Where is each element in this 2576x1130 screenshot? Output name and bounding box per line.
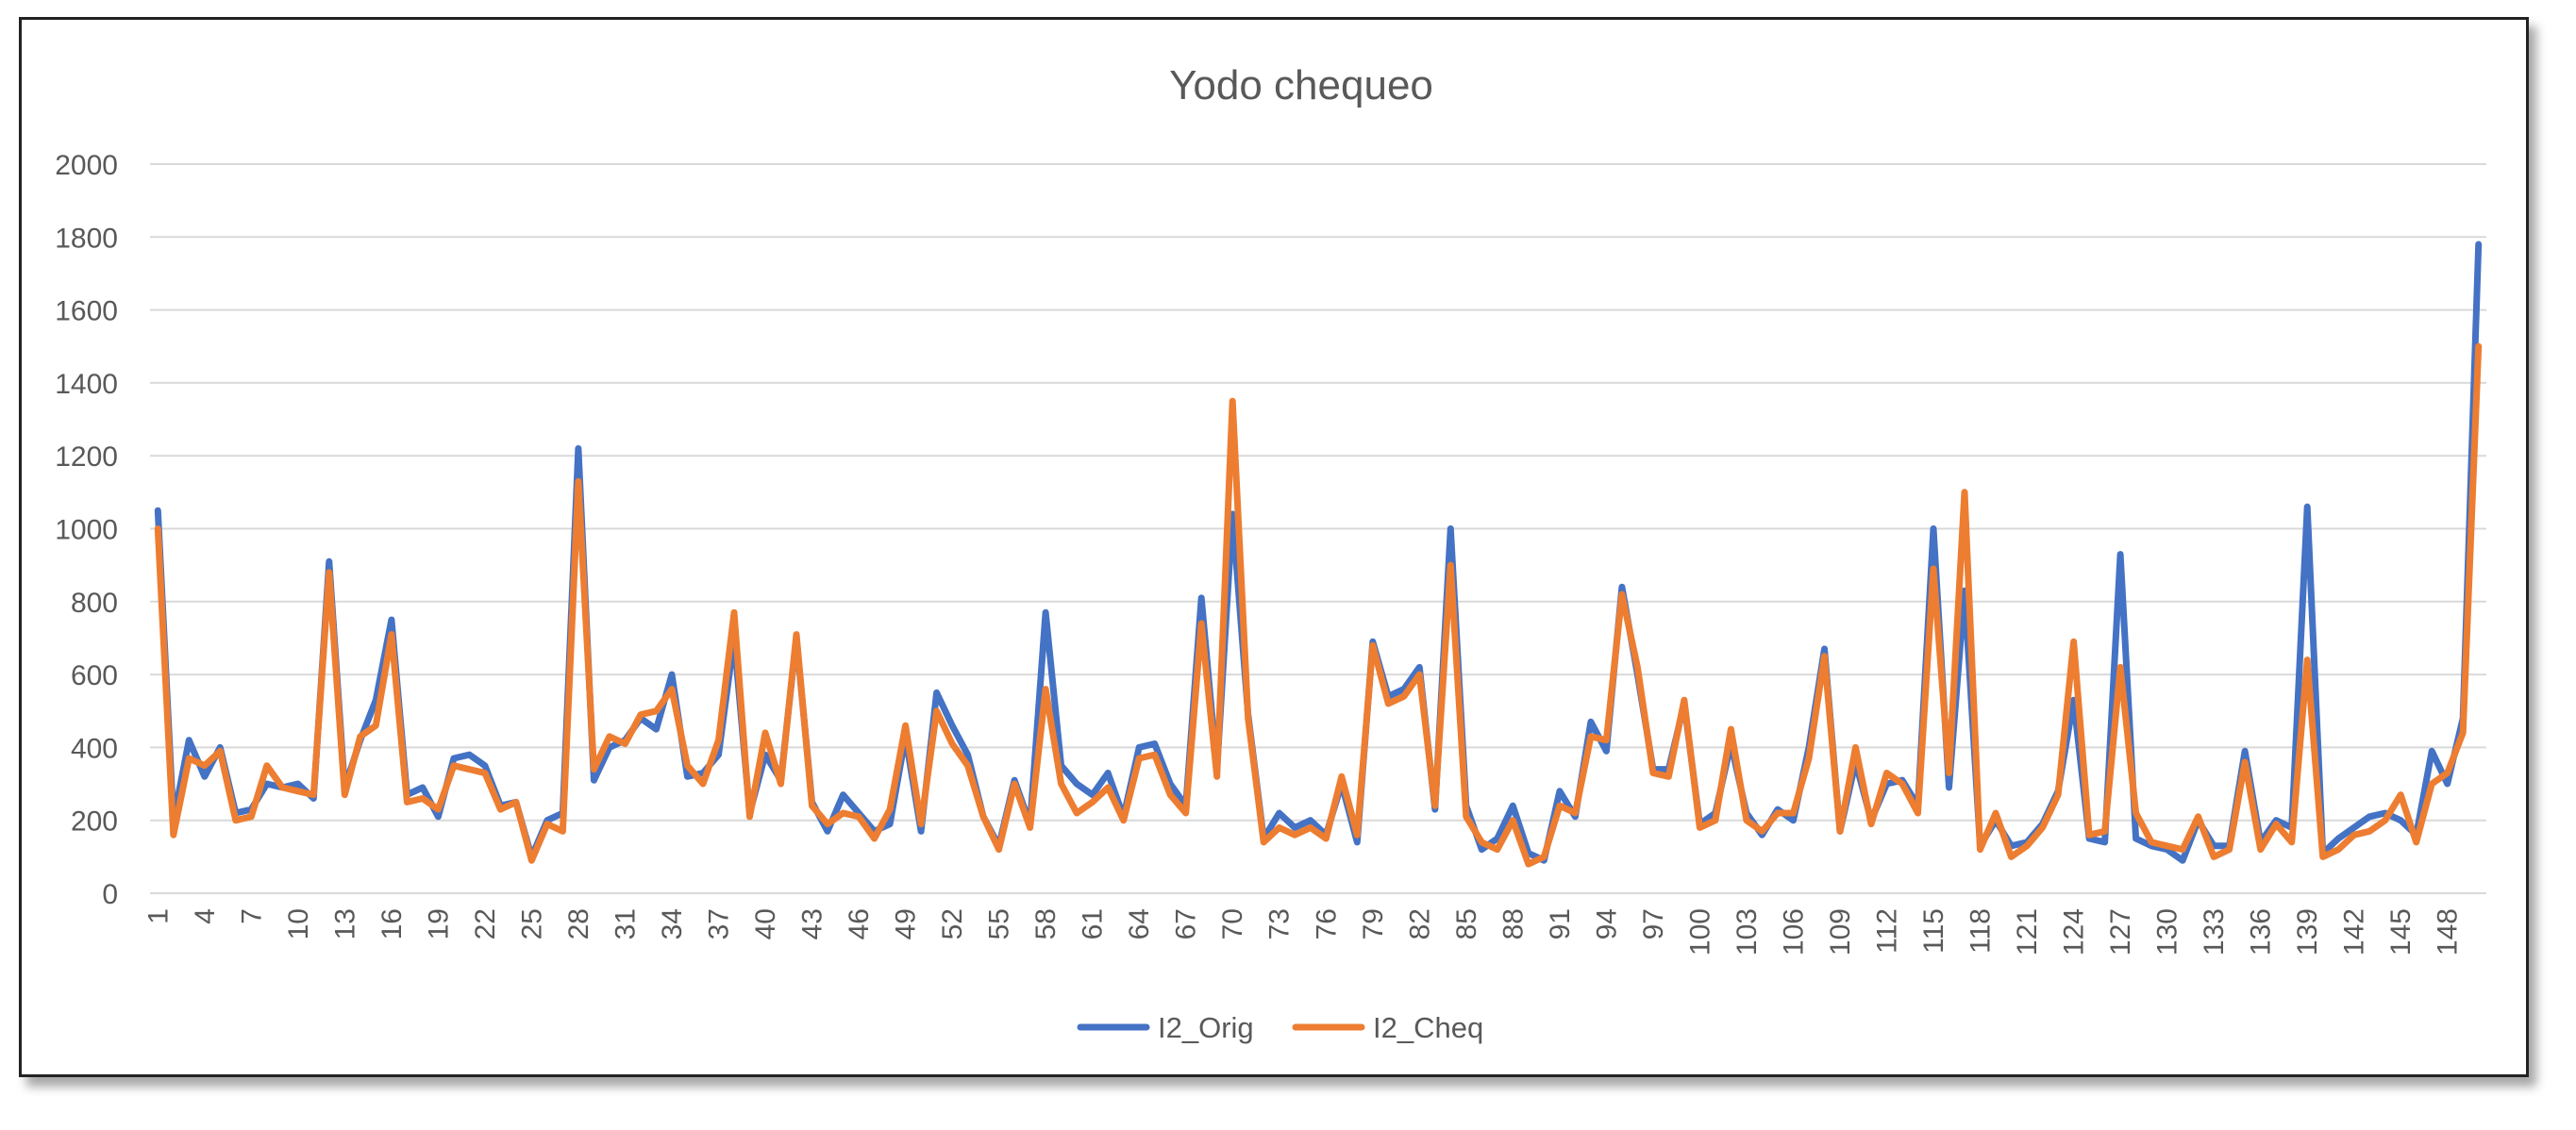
x-tick-label: 145 [2385,908,2417,956]
x-tick-label: 130 [2152,908,2183,956]
y-tick-label: 0 [102,879,118,910]
y-tick-label: 1800 [55,223,118,254]
x-tick-label: 139 [2292,908,2323,956]
line-chart: Yodo chequeo 020040060080010001200140016… [55,62,2486,1044]
x-tick-label: 118 [1965,908,1997,954]
x-tick-label: 13 [329,908,360,939]
x-tick-label: 28 [563,908,594,939]
x-tick-label: 25 [516,908,547,939]
y-tick-label: 600 [71,660,118,691]
x-tick-label: 37 [703,908,734,939]
chart-title: Yodo chequeo [1169,62,1433,108]
x-tick-label: 64 [1124,908,1155,939]
y-tick-label: 800 [71,588,118,619]
x-tick-label: 61 [1078,908,1109,939]
x-tick-label: 40 [750,908,781,939]
x-tick-label: 22 [470,908,501,939]
x-tick-label: 127 [2105,908,2136,956]
x-tick-label: 67 [1171,908,1202,939]
x-tick-label: 19 [423,908,454,939]
x-tick-label: 7 [236,908,267,924]
y-tick-label: 1000 [55,515,118,546]
x-tick-label: 4 [190,908,221,924]
y-tick-label: 1600 [55,296,118,327]
x-tick-label: 85 [1451,908,1482,939]
y-tick-label: 200 [71,806,118,838]
chart-frame: Yodo chequeo 0 200 400 600 800 1000 1200 1400 16… [19,17,2529,1077]
x-tick-label: 58 [1030,908,1062,939]
x-tick-label: 112 [1871,908,1902,954]
x-tick-label: 91 [1545,908,1576,939]
x-tick-label: 100 [1684,908,1715,956]
y-tick-label: 1200 [55,441,118,473]
x-tick-label: 31 [610,908,641,939]
x-tick-label: 148 [2433,908,2464,956]
x-tick-label: 136 [2246,908,2277,956]
y-tick-label: 2000 [55,150,118,181]
x-tick-label: 46 [844,908,875,939]
x-tick-label: 142 [2339,908,2370,956]
x-tick-label: 10 [283,908,314,939]
x-tick-label: 76 [1311,908,1342,939]
x-tick-label: 97 [1638,908,1669,939]
x-tick-label: 124 [2059,908,2090,956]
x-tick-label: 103 [1731,908,1763,956]
x-tick-label: 79 [1358,908,1389,939]
x-tick-label: 115 [1918,908,1949,954]
x-tick-label: 109 [1825,908,1856,956]
x-tick-label: 88 [1497,908,1529,939]
x-tick-label: 73 [1264,908,1296,939]
x-tick-label: 16 [376,908,408,939]
x-tick-label: 94 [1591,908,1622,939]
y-tick-label: 1400 [55,369,118,400]
x-tick-label: 121 [2012,908,2043,956]
y-tick-label: 400 [71,733,118,764]
x-tick-label: 82 [1404,908,1435,939]
x-tick-label: 34 [657,908,688,939]
x-tick-label: 49 [891,908,922,939]
x-tick-label: 55 [984,908,1015,939]
x-tick-label: 52 [937,908,968,939]
x-tick-label: 133 [2199,908,2230,956]
x-tick-label: 43 [797,908,828,939]
x-tick-label: 106 [1778,908,1809,956]
x-tick-label: 70 [1217,908,1248,939]
legend-label: I2_Orig [1158,1011,1254,1044]
series-line-1 [154,342,2483,868]
legend-label: I2_Cheq [1373,1011,1483,1044]
x-tick-label: 1 [142,908,174,924]
